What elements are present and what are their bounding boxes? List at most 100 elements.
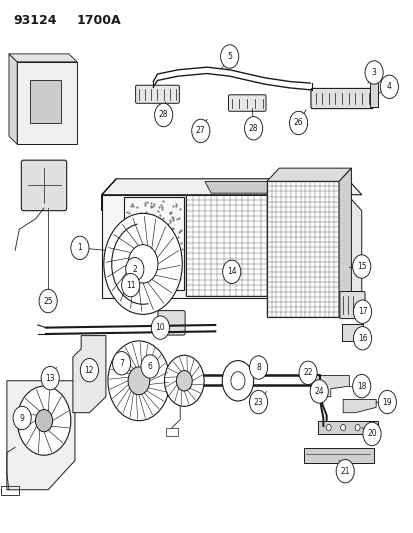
Point [139, 256, 146, 264]
Point [158, 248, 165, 257]
Point [128, 200, 135, 208]
Point [166, 271, 172, 279]
Polygon shape [342, 399, 375, 413]
Point [176, 275, 183, 284]
Point [156, 272, 162, 280]
Point [142, 240, 149, 249]
Circle shape [352, 374, 370, 398]
Bar [1, 486, 19, 495]
Point [126, 271, 132, 279]
Point [158, 203, 165, 211]
Point [147, 257, 154, 266]
Circle shape [362, 422, 380, 446]
Circle shape [352, 255, 370, 278]
Circle shape [151, 316, 169, 340]
Point [152, 260, 158, 268]
Point [145, 231, 151, 239]
Polygon shape [347, 195, 361, 298]
Point [155, 203, 162, 212]
Text: 1700A: 1700A [77, 14, 121, 27]
Circle shape [335, 459, 354, 483]
Point [144, 221, 150, 229]
Point [135, 219, 142, 227]
Point [138, 216, 145, 225]
Point [149, 251, 155, 259]
Point [148, 241, 155, 250]
Point [139, 247, 145, 256]
Point [171, 239, 177, 248]
Point [147, 201, 154, 210]
Point [166, 276, 173, 285]
Point [123, 207, 130, 216]
Point [140, 241, 147, 250]
Circle shape [13, 406, 31, 430]
Point [138, 209, 144, 217]
Text: 16: 16 [357, 334, 366, 343]
Text: 18: 18 [356, 382, 366, 391]
Point [163, 243, 169, 252]
Circle shape [154, 103, 172, 127]
Text: 25: 25 [43, 296, 53, 305]
Point [149, 215, 156, 223]
Point [154, 274, 161, 283]
Point [134, 243, 140, 252]
Point [173, 201, 179, 210]
Bar [342, 324, 362, 341]
Circle shape [377, 390, 395, 414]
Point [171, 255, 177, 263]
Text: 28: 28 [159, 110, 168, 119]
Point [173, 215, 180, 224]
Point [140, 270, 147, 279]
Circle shape [126, 257, 144, 281]
Point [155, 231, 161, 240]
Point [125, 209, 132, 217]
Polygon shape [338, 168, 351, 317]
Point [163, 223, 169, 232]
Point [131, 211, 138, 219]
Point [169, 214, 176, 222]
Bar [17, 62, 77, 144]
Point [177, 247, 183, 255]
Text: 11: 11 [126, 280, 135, 289]
Point [149, 201, 156, 210]
Point [160, 280, 166, 288]
Text: 23: 23 [253, 398, 263, 407]
Point [154, 233, 160, 242]
Point [152, 215, 158, 223]
Point [154, 226, 160, 235]
Point [166, 208, 173, 217]
Point [131, 282, 138, 291]
Point [159, 266, 165, 274]
Point [145, 268, 152, 276]
Point [165, 272, 172, 280]
FancyBboxPatch shape [310, 88, 373, 109]
Bar [266, 181, 338, 317]
Point [124, 275, 131, 284]
Circle shape [249, 390, 267, 414]
Point [140, 263, 147, 272]
Text: 10: 10 [155, 323, 165, 332]
Point [164, 271, 171, 280]
Point [163, 240, 170, 249]
Point [147, 211, 154, 219]
Text: 14: 14 [226, 268, 236, 276]
Point [130, 273, 137, 281]
Point [146, 268, 152, 277]
Point [132, 270, 139, 278]
Circle shape [71, 236, 89, 260]
FancyBboxPatch shape [157, 311, 185, 335]
Circle shape [298, 361, 316, 384]
Point [146, 237, 153, 245]
Point [124, 233, 131, 242]
Text: 28: 28 [248, 124, 258, 133]
Point [173, 200, 179, 208]
Point [160, 274, 167, 282]
Point [167, 244, 173, 252]
Point [126, 235, 132, 244]
Point [154, 207, 161, 215]
Polygon shape [9, 54, 77, 62]
Point [160, 239, 166, 248]
Point [161, 274, 168, 282]
Circle shape [176, 370, 192, 391]
Point [155, 223, 162, 231]
